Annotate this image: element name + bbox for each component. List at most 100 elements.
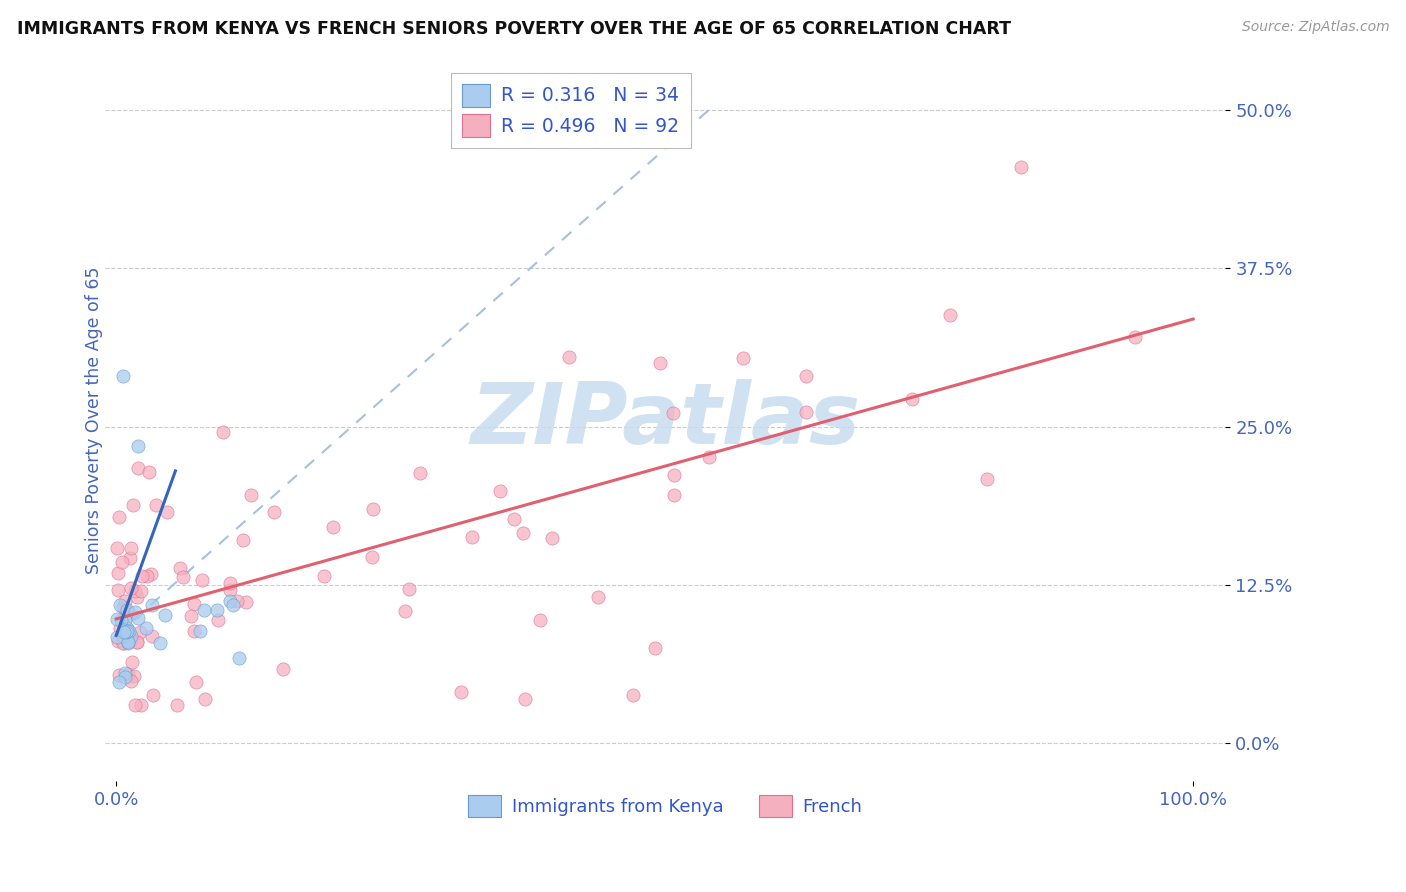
Point <box>111 555 134 569</box>
Point <box>207 603 229 617</box>
Y-axis label: Seniors Poverty Over the Age of 65: Seniors Poverty Over the Age of 65 <box>86 267 103 574</box>
Point <box>122 668 145 682</box>
Point <box>193 603 215 617</box>
Point <box>398 582 420 596</box>
Point <box>183 624 205 638</box>
Point <box>142 688 165 702</box>
Point <box>121 498 143 512</box>
Point <box>697 450 720 464</box>
Point <box>489 484 512 499</box>
Point <box>664 488 686 502</box>
Point <box>115 603 138 617</box>
Point <box>114 594 136 608</box>
Point <box>124 584 146 599</box>
Point <box>976 472 998 486</box>
Point <box>225 594 247 608</box>
Point <box>107 633 129 648</box>
Point <box>149 636 172 650</box>
Point <box>127 439 149 453</box>
Point <box>939 309 962 323</box>
Point <box>110 613 132 627</box>
Point <box>120 673 142 688</box>
Point <box>141 598 163 612</box>
Point <box>108 509 131 524</box>
Point <box>131 568 153 582</box>
Point <box>621 688 644 702</box>
Point <box>120 633 142 648</box>
Point <box>183 597 205 611</box>
Point <box>271 662 294 676</box>
Point <box>118 624 141 638</box>
Point <box>115 625 138 640</box>
Point <box>108 675 131 690</box>
Point <box>125 590 148 604</box>
Point <box>515 691 537 706</box>
Point <box>138 465 160 479</box>
Point <box>188 624 211 638</box>
Point <box>263 504 285 518</box>
Text: IMMIGRANTS FROM KENYA VS FRENCH SENIORS POVERTY OVER THE AGE OF 65 CORRELATION C: IMMIGRANTS FROM KENYA VS FRENCH SENIORS … <box>17 20 1011 37</box>
Point <box>662 406 685 420</box>
Point <box>733 351 755 366</box>
Point <box>180 609 202 624</box>
Point <box>450 685 472 699</box>
Point <box>586 590 609 604</box>
Point <box>1123 330 1146 344</box>
Point <box>120 629 142 643</box>
Point <box>112 629 135 643</box>
Point <box>115 624 138 639</box>
Point <box>107 582 129 597</box>
Point <box>114 625 136 640</box>
Point <box>129 698 152 712</box>
Point <box>394 604 416 618</box>
Point <box>118 607 141 621</box>
Point <box>120 581 142 595</box>
Point <box>120 541 142 556</box>
Point <box>361 550 384 565</box>
Point <box>312 569 335 583</box>
Point <box>121 655 143 669</box>
Point <box>186 675 208 690</box>
Point <box>107 668 129 682</box>
Point <box>218 594 240 608</box>
Text: ZIPatlas: ZIPatlas <box>471 379 860 462</box>
Point <box>207 613 229 627</box>
Point <box>169 560 191 574</box>
Point <box>529 613 551 627</box>
Point <box>156 505 179 519</box>
Point <box>212 425 235 440</box>
Point <box>107 566 129 581</box>
Point <box>111 369 134 384</box>
Point <box>105 541 128 556</box>
Point <box>127 611 149 625</box>
Point <box>114 613 136 627</box>
Point <box>112 636 135 650</box>
Point <box>117 636 139 650</box>
Point <box>120 550 142 565</box>
Legend: Immigrants from Kenya, French: Immigrants from Kenya, French <box>460 786 872 826</box>
Point <box>222 599 245 613</box>
Point <box>108 598 131 612</box>
Point <box>794 369 817 384</box>
Point <box>232 533 254 547</box>
Point <box>172 570 194 584</box>
Point <box>228 651 250 665</box>
Point <box>107 612 129 626</box>
Point <box>1010 160 1032 174</box>
Point <box>124 698 146 712</box>
Point <box>105 630 128 644</box>
Point <box>409 466 432 480</box>
Point <box>111 599 134 614</box>
Point <box>240 488 263 502</box>
Point <box>650 356 672 370</box>
Point <box>136 569 159 583</box>
Point <box>114 666 136 681</box>
Point <box>662 467 685 482</box>
Point <box>194 692 217 706</box>
Point <box>219 575 242 590</box>
Point <box>112 628 135 642</box>
Point <box>108 621 131 635</box>
Point <box>512 526 534 541</box>
Point <box>166 698 188 712</box>
Point <box>235 594 257 608</box>
